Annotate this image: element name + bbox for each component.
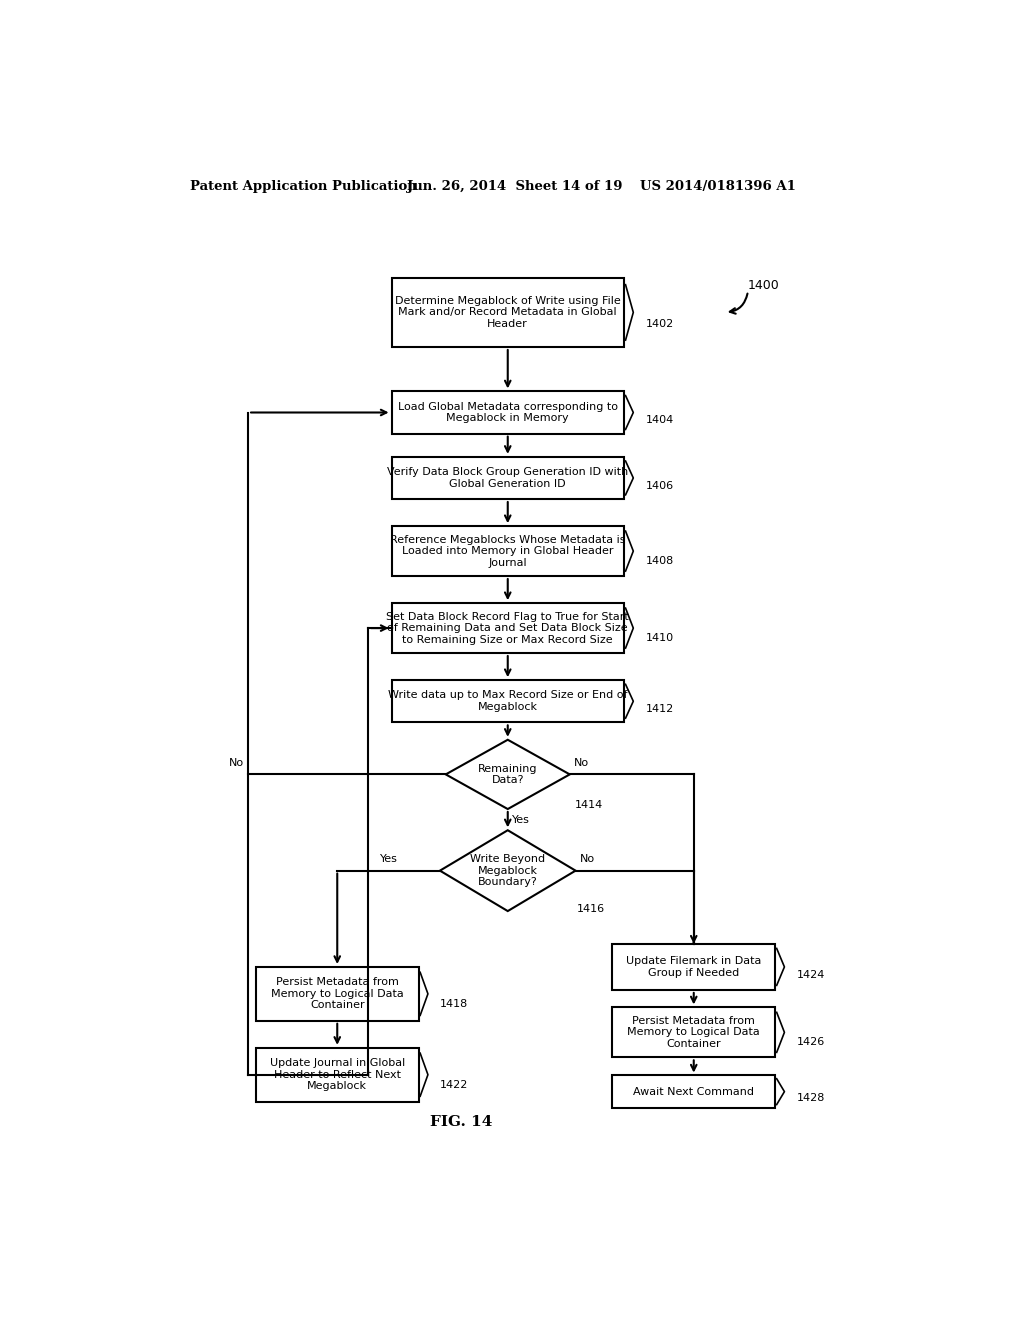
Text: 1424: 1424: [797, 970, 825, 979]
Text: 1418: 1418: [440, 999, 469, 1008]
Text: Yes: Yes: [380, 854, 397, 865]
Text: 1426: 1426: [797, 1038, 825, 1047]
Text: US 2014/0181396 A1: US 2014/0181396 A1: [640, 181, 796, 194]
Text: 1412: 1412: [646, 704, 674, 714]
Text: 1408: 1408: [646, 556, 674, 566]
Text: Set Data Block Record Flag to True for Start
of Remaining Data and Set Data Bloc: Set Data Block Record Flag to True for S…: [386, 611, 629, 644]
Text: No: No: [580, 854, 595, 865]
Text: Update Filemark in Data
Group if Needed: Update Filemark in Data Group if Needed: [626, 956, 762, 978]
Text: FIG. 14: FIG. 14: [430, 1115, 493, 1130]
Text: 1428: 1428: [797, 1093, 825, 1102]
FancyBboxPatch shape: [391, 277, 624, 347]
FancyBboxPatch shape: [612, 944, 775, 990]
Text: Jun. 26, 2014  Sheet 14 of 19: Jun. 26, 2014 Sheet 14 of 19: [407, 181, 623, 194]
Text: Yes: Yes: [512, 814, 529, 825]
Text: Update Journal in Global
Header to Reflect Next
Megablock: Update Journal in Global Header to Refle…: [269, 1059, 404, 1092]
Text: Persist Metadata from
Memory to Logical Data
Container: Persist Metadata from Memory to Logical …: [271, 977, 403, 1010]
Text: 1400: 1400: [748, 279, 779, 292]
Text: Write Beyond
Megablock
Boundary?: Write Beyond Megablock Boundary?: [470, 854, 546, 887]
FancyBboxPatch shape: [391, 457, 624, 499]
Text: 1406: 1406: [646, 480, 674, 491]
Text: 1414: 1414: [574, 800, 603, 810]
Polygon shape: [440, 830, 575, 911]
Text: Patent Application Publication: Patent Application Publication: [190, 181, 417, 194]
Text: Await Next Command: Await Next Command: [633, 1086, 755, 1097]
Text: Load Global Metadata corresponding to
Megablock in Memory: Load Global Metadata corresponding to Me…: [397, 401, 617, 424]
Polygon shape: [445, 739, 569, 809]
Text: 1404: 1404: [646, 416, 674, 425]
Text: Persist Metadata from
Memory to Logical Data
Container: Persist Metadata from Memory to Logical …: [628, 1016, 760, 1049]
Text: 1422: 1422: [440, 1080, 469, 1090]
Text: 1402: 1402: [646, 319, 674, 329]
Text: Determine Megablock of Write using File
Mark and/or Record Metadata in Global
He: Determine Megablock of Write using File …: [395, 296, 621, 329]
Text: Verify Data Block Group Generation ID with
Global Generation ID: Verify Data Block Group Generation ID wi…: [387, 467, 629, 488]
Text: Remaining
Data?: Remaining Data?: [478, 763, 538, 785]
FancyBboxPatch shape: [612, 1007, 775, 1057]
FancyBboxPatch shape: [391, 603, 624, 653]
FancyBboxPatch shape: [391, 391, 624, 434]
Text: 1416: 1416: [577, 904, 604, 915]
Text: Reference Megablocks Whose Metadata is
Loaded into Memory in Global Header
Journ: Reference Megablocks Whose Metadata is L…: [390, 535, 626, 568]
Text: No: No: [573, 758, 589, 768]
FancyBboxPatch shape: [612, 1076, 775, 1107]
FancyBboxPatch shape: [256, 966, 419, 1020]
FancyBboxPatch shape: [256, 1048, 419, 1102]
Text: Write data up to Max Record Size or End of
Megablock: Write data up to Max Record Size or End …: [388, 690, 628, 711]
FancyBboxPatch shape: [391, 680, 624, 722]
FancyBboxPatch shape: [391, 527, 624, 576]
Text: No: No: [229, 758, 245, 768]
Text: 1410: 1410: [646, 634, 674, 643]
